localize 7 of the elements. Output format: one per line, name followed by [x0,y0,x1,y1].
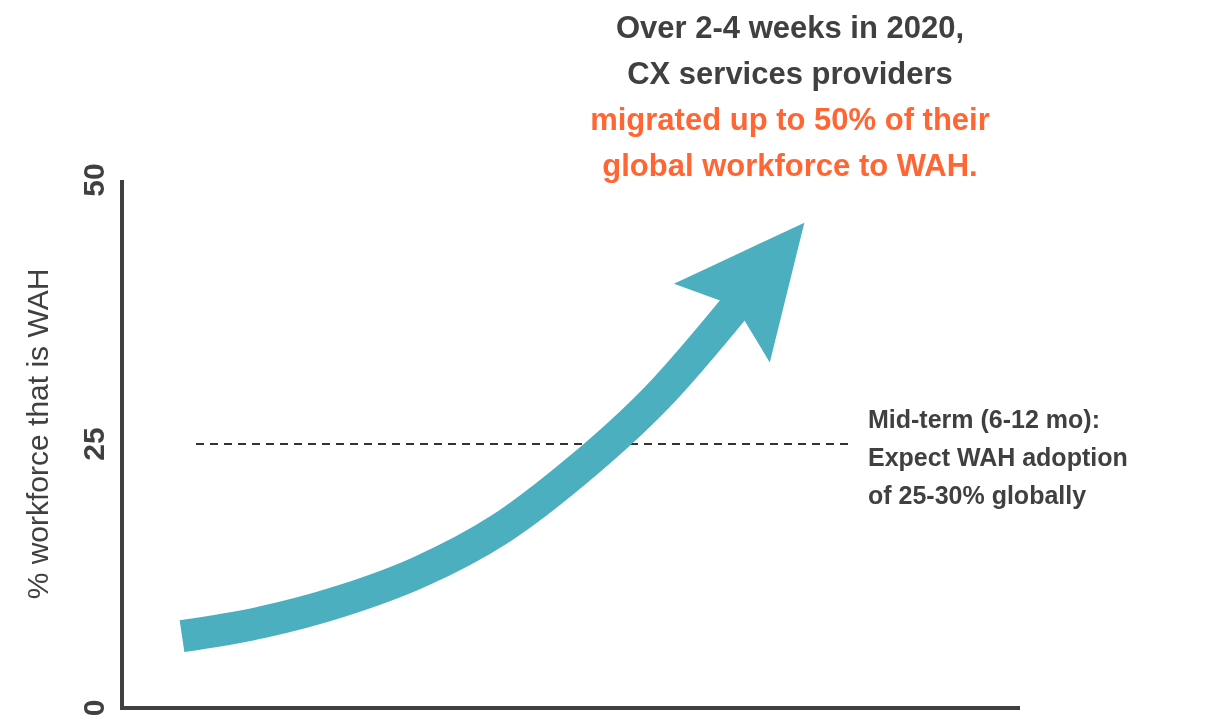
y-tick-label: 25 [77,427,110,461]
chart-subtitle: migrated up to 50% of their global workforce to WAH. [590,102,990,183]
y-tick-label: 50 [77,163,110,197]
y-tick-label: 0 [77,699,110,717]
y-axis-title: % workforce that is WAH [21,268,54,600]
ref-line-label: Mid-term (6-12 mo): Expect WAH adoption of 25-30% globally [868,405,1128,509]
chart-title: Over 2-4 weeks in 2020, CX services providers [615,10,965,91]
